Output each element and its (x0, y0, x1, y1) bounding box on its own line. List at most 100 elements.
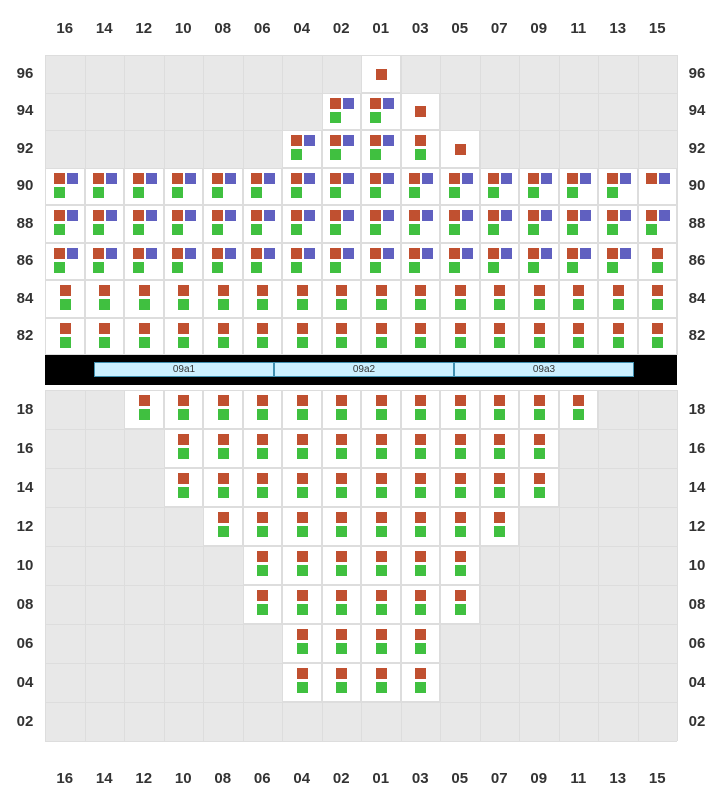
top-cell[interactable] (124, 205, 164, 243)
bot-cell[interactable] (282, 507, 322, 546)
top-cell[interactable] (322, 318, 362, 356)
bot-cell[interactable] (440, 390, 480, 429)
bot-cell[interactable] (519, 390, 559, 429)
bot-cell[interactable] (480, 429, 520, 468)
top-cell[interactable] (519, 280, 559, 318)
bot-cell[interactable] (322, 390, 362, 429)
bot-cell[interactable] (480, 507, 520, 546)
top-cell[interactable] (282, 130, 322, 168)
top-cell[interactable] (361, 243, 401, 281)
top-cell[interactable] (45, 280, 85, 318)
top-cell[interactable] (203, 168, 243, 206)
top-cell[interactable] (559, 243, 599, 281)
top-cell[interactable] (322, 130, 362, 168)
bot-cell[interactable] (361, 468, 401, 507)
top-cell[interactable] (401, 130, 441, 168)
top-cell[interactable] (322, 168, 362, 206)
top-cell[interactable] (559, 280, 599, 318)
bot-cell[interactable] (322, 546, 362, 585)
top-cell[interactable] (164, 243, 204, 281)
top-cell[interactable] (559, 205, 599, 243)
bot-cell[interactable] (361, 507, 401, 546)
top-cell[interactable] (598, 168, 638, 206)
top-cell[interactable] (598, 243, 638, 281)
top-cell[interactable] (45, 168, 85, 206)
top-cell[interactable] (203, 318, 243, 356)
top-cell[interactable] (124, 243, 164, 281)
top-cell[interactable] (440, 205, 480, 243)
bot-cell[interactable] (322, 624, 362, 663)
bot-cell[interactable] (440, 429, 480, 468)
top-cell[interactable] (480, 168, 520, 206)
bot-cell[interactable] (440, 468, 480, 507)
top-cell[interactable] (203, 205, 243, 243)
top-cell[interactable] (598, 205, 638, 243)
top-cell[interactable] (361, 280, 401, 318)
top-cell[interactable] (322, 243, 362, 281)
top-cell[interactable] (124, 318, 164, 356)
top-cell[interactable] (480, 243, 520, 281)
top-cell[interactable] (440, 243, 480, 281)
bot-cell[interactable] (282, 546, 322, 585)
top-cell[interactable] (164, 168, 204, 206)
bot-cell[interactable] (164, 429, 204, 468)
top-cell[interactable] (638, 280, 678, 318)
bot-cell[interactable] (361, 546, 401, 585)
top-cell[interactable] (243, 318, 283, 356)
top-cell[interactable] (45, 243, 85, 281)
top-cell[interactable] (519, 168, 559, 206)
top-cell[interactable] (638, 205, 678, 243)
bot-cell[interactable] (243, 390, 283, 429)
top-cell[interactable] (282, 205, 322, 243)
top-cell[interactable] (45, 318, 85, 356)
top-cell[interactable] (401, 205, 441, 243)
top-cell[interactable] (322, 280, 362, 318)
top-cell[interactable] (480, 280, 520, 318)
bot-cell[interactable] (282, 429, 322, 468)
top-cell[interactable] (519, 243, 559, 281)
top-cell[interactable] (322, 93, 362, 131)
bot-cell[interactable] (203, 468, 243, 507)
top-cell[interactable] (282, 280, 322, 318)
mid-button[interactable]: 09a2 (274, 362, 454, 377)
top-cell[interactable] (85, 243, 125, 281)
bot-cell[interactable] (440, 507, 480, 546)
top-cell[interactable] (559, 168, 599, 206)
top-cell[interactable] (638, 243, 678, 281)
top-cell[interactable] (124, 280, 164, 318)
bot-cell[interactable] (322, 663, 362, 702)
bot-cell[interactable] (440, 546, 480, 585)
bot-cell[interactable] (559, 390, 599, 429)
top-cell[interactable] (480, 205, 520, 243)
top-cell[interactable] (598, 318, 638, 356)
bot-cell[interactable] (401, 429, 441, 468)
top-cell[interactable] (243, 243, 283, 281)
top-cell[interactable] (243, 205, 283, 243)
top-cell[interactable] (598, 280, 638, 318)
top-cell[interactable] (361, 318, 401, 356)
top-cell[interactable] (559, 318, 599, 356)
top-cell[interactable] (401, 93, 441, 131)
top-cell[interactable] (164, 280, 204, 318)
bot-cell[interactable] (519, 429, 559, 468)
top-cell[interactable] (519, 205, 559, 243)
bot-cell[interactable] (282, 585, 322, 624)
bot-cell[interactable] (519, 468, 559, 507)
top-cell[interactable] (282, 168, 322, 206)
top-cell[interactable] (164, 318, 204, 356)
bot-cell[interactable] (401, 585, 441, 624)
top-cell[interactable] (203, 243, 243, 281)
bot-cell[interactable] (282, 468, 322, 507)
bot-cell[interactable] (401, 390, 441, 429)
top-cell[interactable] (45, 205, 85, 243)
top-cell[interactable] (85, 205, 125, 243)
bot-cell[interactable] (361, 390, 401, 429)
top-cell[interactable] (203, 280, 243, 318)
top-cell[interactable] (361, 168, 401, 206)
top-cell[interactable] (401, 243, 441, 281)
top-cell[interactable] (480, 318, 520, 356)
top-cell[interactable] (282, 318, 322, 356)
bot-cell[interactable] (401, 624, 441, 663)
top-cell[interactable] (164, 205, 204, 243)
bot-cell[interactable] (361, 624, 401, 663)
